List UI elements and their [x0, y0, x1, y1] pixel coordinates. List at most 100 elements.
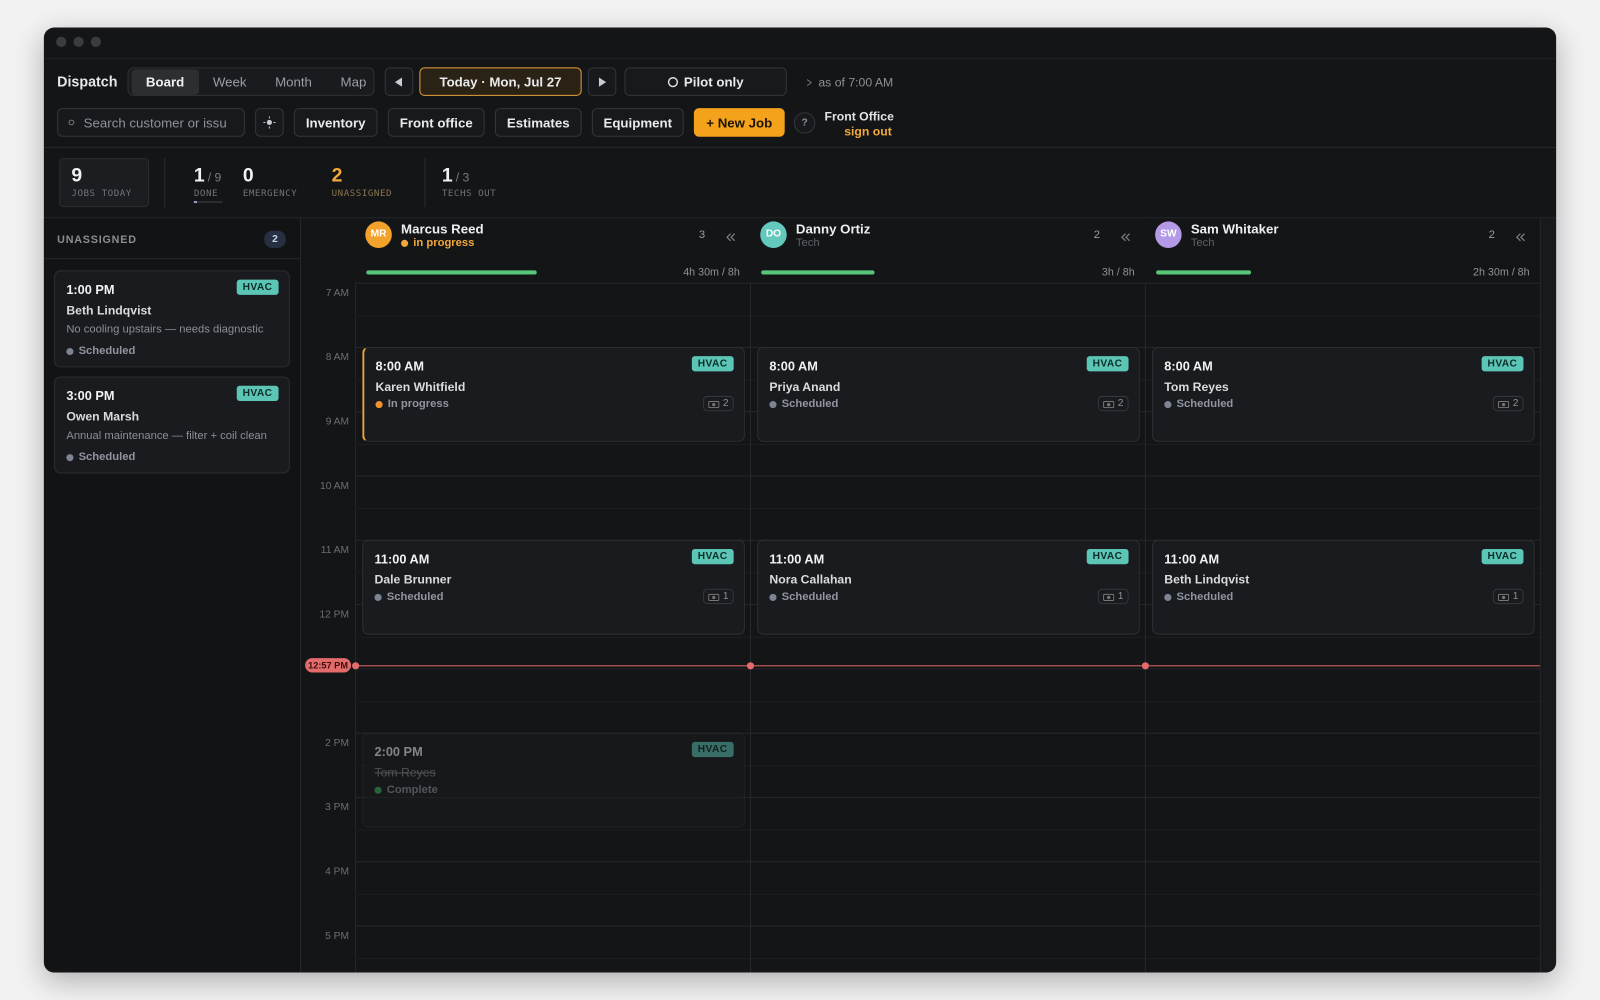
- stat-label: EMERGENCY: [242, 188, 298, 199]
- view-tab[interactable]: Month: [275, 73, 312, 90]
- now-marker: [1141, 662, 1149, 670]
- toolbar-button[interactable]: Estimates: [494, 108, 582, 137]
- collapse-button[interactable]: [726, 229, 736, 247]
- user-name: Front Office: [824, 109, 894, 124]
- status-dot: [1164, 593, 1172, 601]
- photo-count: 2: [703, 395, 734, 412]
- job-tag: HVAC: [236, 385, 279, 402]
- window-dot[interactable]: [90, 36, 102, 47]
- job-tag: HVAC: [1086, 548, 1129, 565]
- sign-out[interactable]: sign out: [844, 124, 892, 139]
- half-hour-line: [355, 893, 1540, 895]
- next-day[interactable]: [587, 67, 617, 96]
- job-time: 3:00 PM: [66, 388, 115, 404]
- status-dot: [374, 786, 382, 794]
- stat-total: / 3: [455, 170, 470, 185]
- pilot-toggle[interactable]: Pilot only: [624, 67, 787, 96]
- progress-fill: [193, 201, 198, 204]
- status-dot: [66, 347, 74, 355]
- view-tab[interactable]: Map: [340, 73, 367, 90]
- job-tag: HVAC: [691, 741, 734, 758]
- divider: [164, 158, 166, 208]
- tech-job-count: 2: [1093, 228, 1100, 241]
- job-card[interactable]: 1:00 PM HVAC Beth Lindqvist No cooling upst…: [54, 270, 290, 368]
- job-card[interactable]: 3:00 PM HVAC Owen Marsh Annual maintenance …: [54, 376, 290, 474]
- tech-header: MR Marcus Reed in progress 3 4h 30m / 8h: [355, 218, 750, 284]
- column-divider: [1144, 218, 1146, 973]
- view-tab[interactable]: Week: [212, 73, 247, 90]
- job-note: Annual maintenance — filter + coil clean: [66, 429, 267, 442]
- half-hour-line: [355, 507, 1540, 509]
- sidebar-title: UNASSIGNED: [57, 233, 137, 246]
- stat-value: 9: [71, 165, 82, 187]
- collapse-button[interactable]: [1120, 229, 1131, 247]
- status-dot: [375, 400, 383, 408]
- window-dot[interactable]: [73, 36, 84, 47]
- toolbar-button[interactable]: Inventory: [293, 108, 378, 137]
- view-tab[interactable]: Board: [131, 68, 199, 95]
- status-text: In progress: [387, 397, 449, 411]
- photo-number: 2: [722, 397, 729, 410]
- collapse-button[interactable]: [1515, 229, 1525, 247]
- job-status: Scheduled: [66, 451, 135, 463]
- progress-track: [193, 201, 223, 204]
- window-dot[interactable]: [56, 36, 67, 47]
- new-job[interactable]: + New Job: [693, 108, 785, 137]
- stat-value: 0: [243, 165, 254, 187]
- hour-line: [355, 925, 1540, 927]
- job-card[interactable]: 8:00 AM HVAC Karen Whitfield In progress 2: [362, 346, 745, 442]
- job-card[interactable]: 11:00 AM HVAC Beth Lindqvist Scheduled 1: [1152, 539, 1535, 635]
- photo-number: 1: [1117, 590, 1124, 603]
- stat-label: UNASSIGNED: [331, 188, 393, 199]
- stat-label: JOBS TODAY: [71, 188, 132, 199]
- stat-label: TECHS OUT: [441, 188, 497, 199]
- search-box[interactable]: Search customer or issu: [57, 108, 245, 137]
- scroll-strip: [1539, 218, 1557, 973]
- search-placeholder: Search customer or issu: [83, 114, 227, 131]
- job-tag: HVAC: [1086, 356, 1129, 372]
- toolbar-button[interactable]: Equipment: [591, 108, 684, 137]
- job-card[interactable]: 2:00 PM HVAC Tom Reyes Complete: [362, 732, 745, 828]
- hour-label: 10 AM: [320, 480, 349, 492]
- toolbar-button[interactable]: Front office: [387, 108, 485, 137]
- hours-label: 4h 30m / 8h: [683, 266, 740, 279]
- as-of: as of 7:00 AM: [806, 76, 893, 90]
- tech-name: Danny Ortiz: [795, 221, 871, 237]
- job-card[interactable]: 8:00 AM HVAC Priya Anand Scheduled 2: [757, 346, 1140, 442]
- stat-number: 9: [71, 165, 83, 187]
- stat-number: 1: [441, 165, 453, 187]
- utilization-bar: [366, 270, 537, 275]
- theme-toggle[interactable]: [255, 108, 284, 137]
- job-card[interactable]: 11:00 AM HVAC Nora Callahan Scheduled 1: [757, 539, 1140, 635]
- half-hour-line: [355, 636, 1540, 638]
- hour-line: [355, 732, 1540, 734]
- tech-header: DO Danny Ortiz Tech 2 3h / 8h: [749, 218, 1145, 284]
- now-line: [355, 665, 1540, 667]
- app-title: Dispatch: [57, 73, 118, 90]
- column-divider: [749, 218, 752, 973]
- stat-number: 1: [193, 165, 205, 187]
- date-button[interactable]: Today · Mon, Jul 27: [419, 67, 582, 96]
- job-card[interactable]: 11:00 AM HVAC Dale Brunner Scheduled 1: [362, 539, 745, 635]
- job-card[interactable]: 8:00 AM HVAC Tom Reyes Scheduled 2: [1152, 346, 1535, 442]
- status-dot: [66, 453, 74, 461]
- hour-label: 4 PM: [325, 866, 349, 878]
- job-tag: HVAC: [691, 548, 734, 565]
- half-hour-line: [355, 764, 1540, 766]
- job-customer: Tom Reyes: [374, 765, 436, 780]
- prev-day[interactable]: [384, 67, 414, 96]
- divider: [43, 258, 300, 260]
- status-text: Complete: [386, 783, 438, 796]
- hour-label: 7 AM: [325, 287, 349, 299]
- job-tag: HVAC: [691, 356, 734, 372]
- help[interactable]: ?: [793, 112, 816, 134]
- job-status: Scheduled: [769, 398, 838, 410]
- tech-column: SW Sam Whitaker Tech 2 2h 30m / 8h 8:00 AM HVA…: [1144, 218, 1540, 972]
- pilot-label: Pilot only: [683, 73, 744, 90]
- job-status: Complete: [374, 783, 438, 796]
- column-divider: [1539, 218, 1541, 973]
- status-dot: [1164, 400, 1172, 408]
- job-time: 11:00 AM: [1164, 552, 1220, 567]
- job-tag: HVAC: [236, 279, 279, 295]
